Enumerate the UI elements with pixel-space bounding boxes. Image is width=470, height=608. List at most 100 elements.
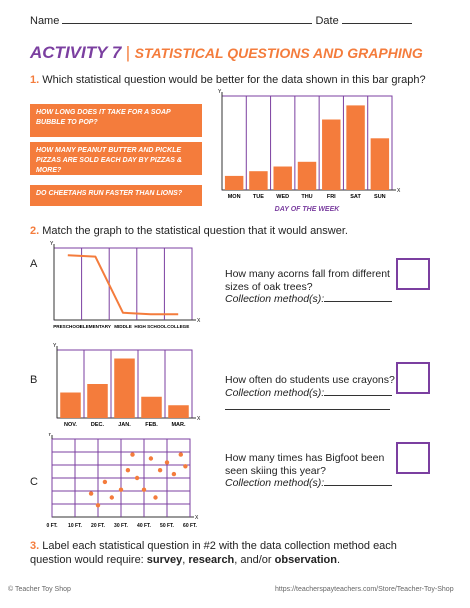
date-label: Date [315, 15, 339, 27]
bar [141, 396, 162, 418]
x-tick-label: 40 FT. [137, 523, 152, 529]
subtitle: STATISTICAL QUESTIONS AND GRAPHING [134, 45, 423, 61]
point [183, 464, 188, 469]
plot-frame [53, 247, 193, 321]
bar [322, 119, 341, 190]
footer-link[interactable]: https://teacherspayteachers.com/Store/Te… [275, 586, 454, 593]
copyright: © Teacher Toy Shop [8, 586, 71, 593]
match-question: How often do students use crayons? Collec… [225, 374, 395, 414]
option: DO CHEETAHS RUN FASTER THAN LIONS? [30, 185, 202, 206]
x-tick-label: MON [228, 194, 241, 200]
point [95, 503, 101, 508]
x-tick-label: ELEMENTARY [80, 324, 111, 329]
keyword: observation [274, 553, 337, 566]
graph-letter: B [30, 374, 38, 386]
x-tick-label: SAT [350, 194, 361, 200]
y-axis-letter: Y [53, 343, 57, 349]
x-tick-label: 20 FT. [91, 523, 106, 529]
x-tick-label: FRI [327, 194, 336, 200]
bar [224, 175, 244, 190]
point [148, 456, 154, 461]
x-tick-label: DEC. [91, 422, 105, 428]
bar [87, 384, 108, 418]
x-tick-label: NOV. [64, 422, 77, 428]
x-tick-label: JAN. [118, 422, 131, 428]
point [88, 491, 94, 496]
keyword: research [188, 553, 235, 566]
x-tick-label: WED [276, 194, 289, 200]
question-3: 3. Label each statistical question in #2… [30, 540, 440, 568]
point [171, 471, 177, 477]
method-label: Collection method(s): [225, 293, 325, 306]
point [157, 468, 163, 473]
title: ACTIVITY 7 | STATISTICAL QUESTIONS AND G… [30, 43, 423, 63]
text: Label each statistical question in #2 wi… [30, 540, 397, 566]
bar [370, 138, 390, 190]
text: . [337, 553, 341, 566]
method-label: Collection method(s): [225, 386, 325, 399]
bar [60, 392, 81, 418]
question-text: How often do students use crayons? [225, 374, 395, 386]
graph-c: Y X 0 FT. 10 FT. 20 FT. 30 FT. 40 FT. 50 FT. 60 … [46, 433, 199, 529]
option: HOW MANY PEANUT BUTTER AND PICKLE PIZZAS… [30, 142, 202, 175]
x-tick-label: PRESCHOOL [53, 324, 82, 329]
point [130, 452, 135, 457]
x-tick-label: COLLEGE [167, 324, 189, 329]
question-text: Which statistical question would be bett… [42, 74, 426, 86]
number: 1. [30, 74, 40, 86]
method-label: Collection method(s): [225, 477, 325, 490]
bar [297, 161, 317, 190]
x-axis-letter: X [197, 416, 201, 422]
point [164, 460, 170, 465]
bar [346, 105, 365, 190]
question-text: How many times has Bigfoot been seen ski… [225, 452, 385, 477]
x-axis-letter: X [195, 515, 199, 521]
x-tick-label: MAR. [171, 422, 186, 428]
question-2: 2. Match the graph to the statistical qu… [30, 225, 348, 237]
number: 3. [30, 540, 40, 552]
text: , [182, 553, 189, 566]
y-axis-letter: Y [218, 89, 222, 95]
x-tick-label: SUN [374, 194, 386, 200]
x-axis-letter: X [397, 188, 401, 194]
answer-box[interactable] [396, 362, 430, 394]
point [125, 468, 131, 473]
number: 2. [30, 225, 40, 237]
answer-box[interactable] [396, 258, 430, 290]
point [153, 495, 158, 500]
bar-graph: Y X MON TUE WED THU FRI SAT SUN DAY OF THE WEEK [218, 89, 401, 213]
match-question: How many acorns fall from different size… [225, 268, 395, 306]
match-question: How many times has Bigfoot been seen ski… [225, 452, 395, 490]
header: Name Date [30, 15, 420, 27]
x-tick-label: 10 FT. [68, 523, 83, 529]
x-tick-label: 60 FT. [183, 523, 198, 529]
keyword: survey [146, 553, 183, 566]
x-tick-label: 30 FT. [114, 523, 129, 529]
bar [114, 358, 135, 418]
graph-letter: A [30, 258, 38, 270]
bar [249, 171, 268, 190]
text: , and/or [234, 553, 275, 566]
x-tick-label: MIDDLE [114, 324, 132, 329]
x-axis-letter: X [197, 318, 201, 324]
answer-box[interactable] [396, 442, 430, 474]
x-axis-label: DAY OF THE WEEK [275, 206, 341, 213]
question-text: How many acorns fall from different size… [225, 268, 390, 293]
separator: | [125, 43, 131, 62]
x-tick-label: HIGH SCHOOL [134, 324, 167, 329]
point [102, 479, 108, 485]
point [118, 487, 124, 492]
point [134, 475, 140, 481]
graph-letter: C [30, 476, 38, 488]
x-tick-label: THU [301, 194, 312, 200]
graph-b: Y X NOV. DEC. JAN. FEB. MAR. [53, 343, 201, 428]
y-axis-letter: Y [50, 241, 54, 247]
y-axis-letter: Y [48, 433, 52, 438]
point [109, 495, 115, 500]
x-tick-label: 0 FT. [46, 523, 58, 529]
point [141, 487, 147, 492]
question-text: Match the graph to the statistical quest… [42, 225, 348, 237]
name-label: Name [30, 15, 60, 27]
